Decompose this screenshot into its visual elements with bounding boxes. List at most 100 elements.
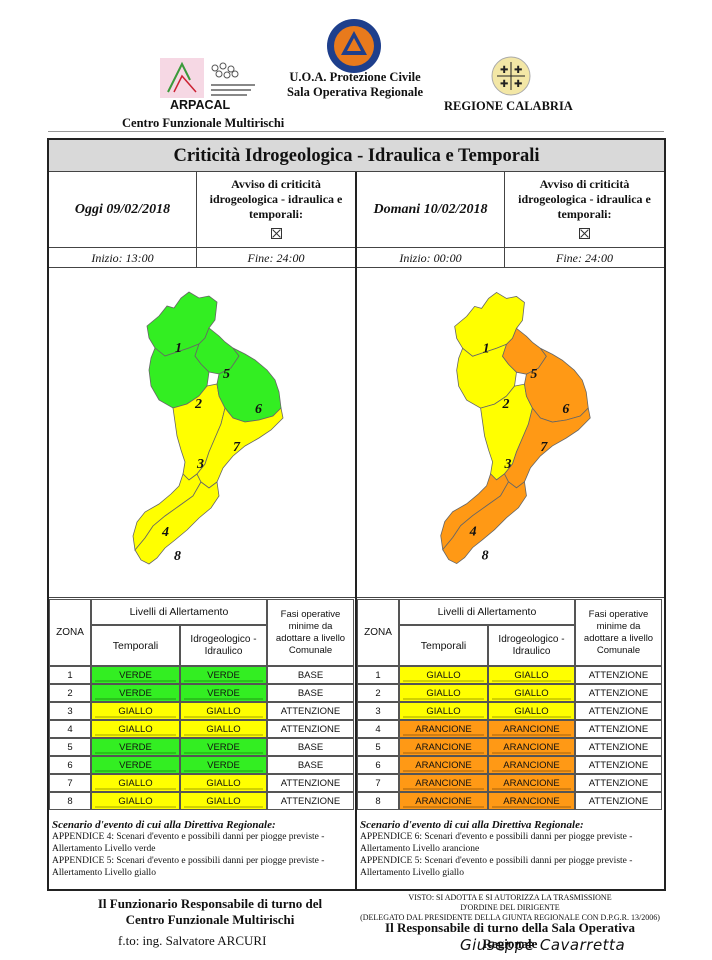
idro-header: Idrogeologico - Idraulico	[180, 625, 267, 666]
zona-cell: 3	[357, 702, 399, 720]
protezione-civile-logo-icon	[327, 19, 381, 73]
zone-5-label: 5	[223, 367, 230, 382]
temporali-cell: GIALLO	[399, 684, 488, 702]
today-map: 1 2 3 4 5 6 7 8	[49, 268, 355, 598]
fase-cell: BASE	[267, 756, 354, 774]
level-shadow	[184, 698, 263, 700]
temporali-cell: VERDE	[91, 738, 180, 756]
fasi-header: Fasi operative minime da adottare a live…	[267, 599, 354, 666]
idro-value: VERDE	[207, 687, 240, 699]
table-row: 2 GIALLO GIALLO ATTENZIONE	[357, 684, 664, 702]
temporali-value: ARANCIONE	[415, 777, 472, 789]
temporali-cell: VERDE	[91, 684, 180, 702]
today-scenario: Scenario d'evento di cui alla Direttiva …	[49, 817, 355, 889]
idro-value: GIALLO	[206, 723, 241, 735]
temporali-value: GIALLO	[426, 687, 461, 699]
tomorrow-start: Inizio: 00:00	[357, 248, 505, 268]
zona-cell: 3	[49, 702, 91, 720]
tomorrow-map: 1 2 3 4 5 6 7 8	[357, 268, 664, 598]
today-end: Fine: 24:00	[247, 251, 305, 265]
bulletin-title: Criticità Idrogeologica - Idraulica e Te…	[49, 140, 664, 172]
tomorrow-times: Inizio: 00:00 Fine: 24:00	[357, 248, 664, 268]
zone-1-label: 1	[483, 341, 490, 356]
tomorrow-avviso: Avviso di criticità idrogeologica - idra…	[505, 172, 664, 248]
fase-cell: BASE	[267, 738, 354, 756]
idro-cell: GIALLO	[180, 720, 267, 738]
arpacal-name: ARPACAL	[170, 98, 231, 112]
fase-cell: ATTENZIONE	[575, 720, 662, 738]
fase-cell: ATTENZIONE	[575, 666, 662, 684]
zona-cell: 2	[49, 684, 91, 702]
zone-8-label: 8	[482, 549, 489, 564]
table-row: 6 VERDE VERDE BASE	[49, 756, 355, 774]
temporali-cell: ARANCIONE	[399, 792, 488, 810]
level-shadow	[492, 788, 571, 790]
zone-4-label: 4	[469, 525, 477, 540]
idro-cell: VERDE	[180, 756, 267, 774]
temporali-value: GIALLO	[118, 795, 153, 807]
level-shadow	[492, 770, 571, 772]
today-scenario-line: APPENDICE 4: Scenari d'evento e possibil…	[52, 832, 325, 854]
temporali-value: GIALLO	[118, 777, 153, 789]
uoa-title: U.O.A. Protezione Civile Sala Operativa …	[250, 70, 460, 100]
idro-cell: ARANCIONE	[488, 738, 575, 756]
idro-cell: GIALLO	[488, 702, 575, 720]
fase-cell: ATTENZIONE	[575, 684, 662, 702]
regione-calabria-name: REGIONE CALABRIA	[444, 99, 573, 113]
level-shadow	[95, 788, 176, 790]
level-shadow	[403, 806, 484, 808]
level-shadow	[492, 680, 571, 682]
idro-cell: GIALLO	[180, 774, 267, 792]
level-shadow	[492, 752, 571, 754]
zona-cell: 8	[357, 792, 399, 810]
temporali-value: VERDE	[119, 687, 152, 699]
level-shadow	[403, 752, 484, 754]
zone-6-label: 6	[255, 402, 262, 417]
level-shadow	[492, 716, 571, 718]
livelli-header: Livelli di Allertamento	[399, 599, 575, 625]
idro-value: GIALLO	[206, 705, 241, 717]
svg-text:✚: ✚	[500, 65, 508, 76]
temporali-cell: ARANCIONE	[399, 738, 488, 756]
zone-4-label: 4	[161, 525, 169, 540]
idro-value: ARANCIONE	[503, 795, 560, 807]
zone-8-area	[134, 481, 220, 565]
fase-cell: ATTENZIONE	[575, 756, 662, 774]
fase-cell: BASE	[267, 666, 354, 684]
table-row: 5 ARANCIONE ARANCIONE ATTENZIONE	[357, 738, 664, 756]
fase-cell: ATTENZIONE	[575, 774, 662, 792]
temporali-cell: ARANCIONE	[399, 720, 488, 738]
fase-cell: ATTENZIONE	[575, 738, 662, 756]
zona-header: ZONA	[49, 599, 91, 666]
tomorrow-scenario-line: APPENDICE 6: Scenari d'evento e possibil…	[360, 832, 633, 854]
responsabile-title: Il Responsabile di turno della Sala Oper…	[385, 920, 635, 951]
zone-7-area	[196, 407, 284, 489]
level-shadow	[403, 770, 484, 772]
zone-2-label: 2	[194, 397, 202, 412]
temporali-value: GIALLO	[426, 669, 461, 681]
zone-2-label: 2	[502, 397, 510, 412]
table-row: 1 GIALLO GIALLO ATTENZIONE	[357, 666, 664, 684]
idro-value: ARANCIONE	[503, 777, 560, 789]
table-row: 4 ARANCIONE ARANCIONE ATTENZIONE	[357, 720, 664, 738]
zona-cell: 6	[49, 756, 91, 774]
fase-cell: ATTENZIONE	[267, 702, 354, 720]
zone-1-label: 1	[175, 341, 182, 356]
temporali-value: VERDE	[119, 759, 152, 771]
temporali-value: ARANCIONE	[415, 795, 472, 807]
zone-6-label: 6	[562, 402, 569, 417]
svg-text:✚: ✚	[500, 79, 508, 90]
zone-7-label: 7	[540, 440, 548, 455]
fase-cell: ATTENZIONE	[267, 720, 354, 738]
zone-3-label: 3	[196, 457, 204, 472]
idro-value: VERDE	[207, 669, 240, 681]
uoa-line-1: U.O.A. Protezione Civile	[289, 70, 421, 84]
temporali-cell: ARANCIONE	[399, 756, 488, 774]
level-shadow	[184, 788, 263, 790]
zone-8-label: 8	[174, 549, 181, 564]
idro-cell: GIALLO	[180, 792, 267, 810]
temporali-cell: GIALLO	[399, 702, 488, 720]
level-shadow	[184, 680, 263, 682]
level-shadow	[184, 734, 263, 736]
temporali-value: VERDE	[119, 669, 152, 681]
